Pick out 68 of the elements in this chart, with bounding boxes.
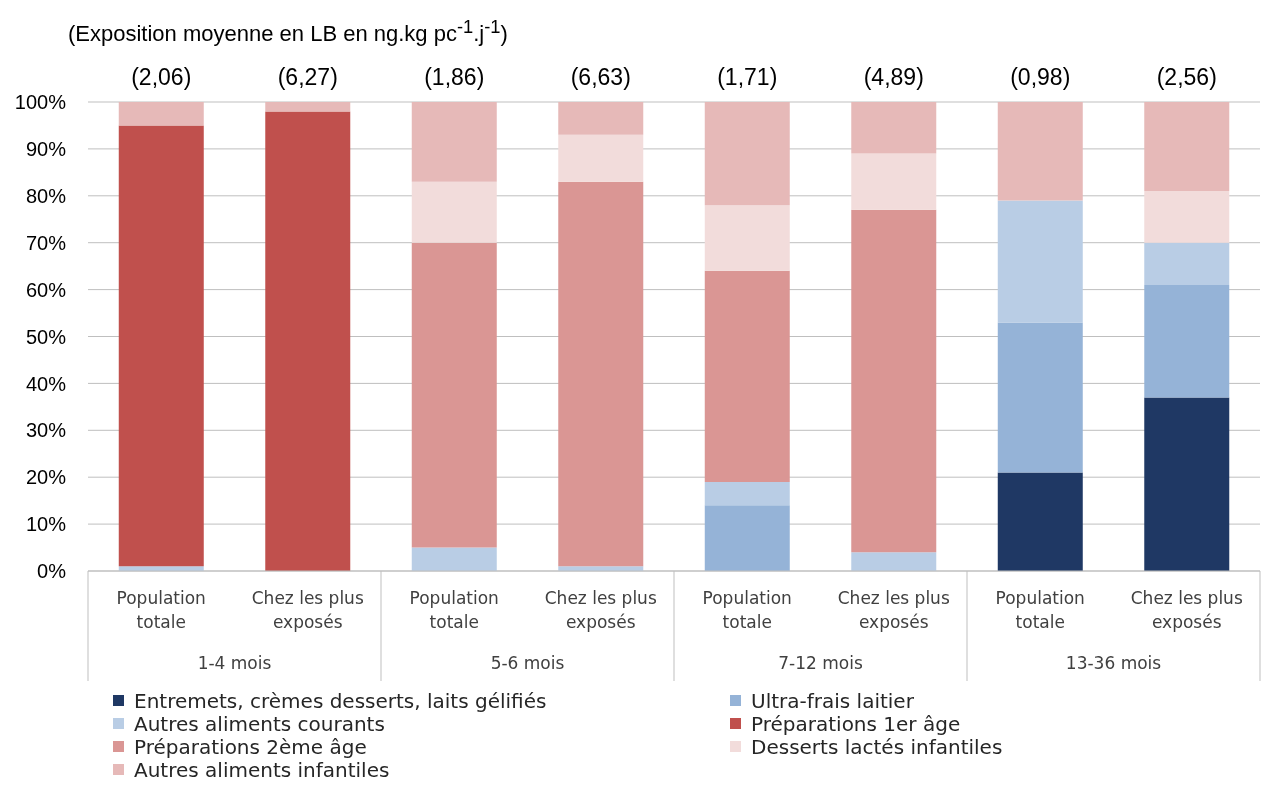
y-tick-label: 80% <box>25 184 67 207</box>
legend-label: Autres aliments courants <box>134 711 385 736</box>
text: 13-36 mois <box>1065 653 1162 673</box>
bar <box>265 111 351 571</box>
text: (1,86) <box>424 64 485 90</box>
y-tick-label: 30% <box>25 419 67 442</box>
y-tick-label: 70% <box>25 231 67 254</box>
legend-label: Préparations 1er âge <box>751 711 961 736</box>
bar <box>558 181 644 567</box>
bar <box>704 481 790 506</box>
bar <box>851 552 937 571</box>
bar <box>411 102 497 182</box>
bar <box>997 472 1083 571</box>
text: (2,56) <box>1156 64 1217 90</box>
bar <box>704 270 790 482</box>
chart-title: (Exposition moyenne en LB en ng.kg pc$^{-1}$.j$^{-1}$) <box>68 16 508 48</box>
bar <box>997 322 1083 473</box>
bar <box>265 102 351 112</box>
x-tick-label: Population totale <box>995 588 1085 633</box>
legend-label: Préparations 2ème âge <box>134 734 367 759</box>
x-tick-label: Chez les plus exposés <box>837 588 950 633</box>
bar <box>558 134 644 182</box>
y-tick-label: 60% <box>25 278 67 301</box>
x-tick-label: Population totale <box>116 588 206 633</box>
text: 5-6 mois <box>490 653 565 673</box>
y-tick-label: 90% <box>25 138 67 160</box>
legend-label: Desserts lactés infantiles <box>751 734 1003 759</box>
bar <box>997 102 1083 201</box>
bar <box>1144 191 1230 243</box>
text: (6,27) <box>277 64 338 90</box>
bar <box>851 153 937 210</box>
bar <box>704 205 790 271</box>
legend-label: Ultra-frais laitier <box>751 688 914 713</box>
x-tick-label: Population totale <box>409 588 499 633</box>
x-tick-label: Chez les plus exposés <box>544 588 657 633</box>
text: 7-12 mois <box>778 653 863 673</box>
bar <box>558 102 644 135</box>
bar <box>704 505 790 571</box>
text: (0,98) <box>1010 64 1071 90</box>
x-tick-label: Population totale <box>702 588 792 633</box>
y-tick-label: 0% <box>37 560 67 583</box>
bar <box>851 102 937 154</box>
y-tick-label: 100% <box>14 91 67 114</box>
bar <box>1144 284 1230 398</box>
bar <box>1144 242 1230 285</box>
bar <box>118 125 204 567</box>
bar <box>411 547 497 571</box>
legend-label: Autres aliments infantiles <box>134 757 390 782</box>
y-tick-label: 10% <box>25 513 67 536</box>
y-tick-label: 20% <box>25 466 67 489</box>
text: 1-4 mois <box>197 653 272 673</box>
x-tick-label: Chez les plus exposés <box>251 588 364 633</box>
bar <box>411 242 497 548</box>
bar <box>704 102 790 206</box>
text: (2,06) <box>131 64 192 90</box>
text: (4,89) <box>863 64 924 90</box>
y-tick-label: 50% <box>25 325 67 348</box>
bar <box>1144 397 1230 571</box>
text: (6,63) <box>570 64 631 90</box>
bar <box>851 209 937 553</box>
text: (1,71) <box>717 64 778 90</box>
bar <box>1144 102 1230 192</box>
bar <box>118 102 204 126</box>
legend-label: Entremets, crèmes desserts, laits gélifiés <box>134 688 547 713</box>
bar <box>997 200 1083 323</box>
x-tick-label: Chez les plus exposés <box>1130 588 1243 633</box>
bar <box>411 181 497 243</box>
y-tick-label: 40% <box>25 372 67 395</box>
